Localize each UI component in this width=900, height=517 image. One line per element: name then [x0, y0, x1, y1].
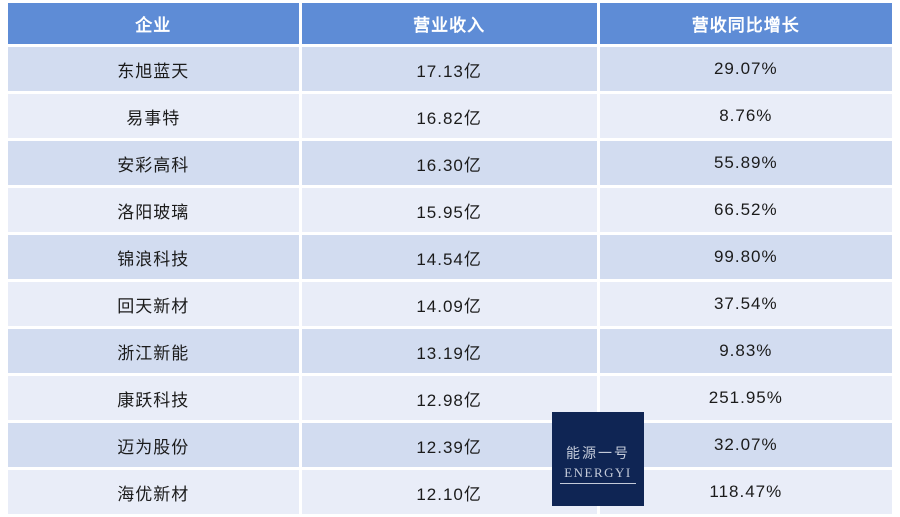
cell-revenue: 12.39亿 — [301, 423, 597, 467]
cell-company: 洛阳玻璃 — [8, 188, 299, 232]
table-row: 康跃科技 12.98亿 251.95% — [8, 376, 892, 420]
cell-company: 回天新材 — [8, 282, 299, 326]
table-row: 迈为股份 12.39亿 32.07% — [8, 423, 892, 467]
watermark-english-label: ENERGYI — [560, 464, 636, 485]
cell-revenue: 14.09亿 — [301, 282, 597, 326]
table-row: 易事特 16.82亿 8.76% — [8, 94, 892, 138]
watermark-chinese-label: 能源一号 — [566, 444, 630, 461]
cell-growth: 32.07% — [599, 423, 892, 467]
table-body: 东旭蓝天 17.13亿 29.07% 易事特 16.82亿 8.76% 安彩高科 16.30亿… — [8, 47, 892, 514]
energy-one-watermark: 能源一号 ENERGYI — [552, 412, 644, 506]
cell-company: 海优新材 — [8, 470, 299, 514]
cell-revenue: 13.19亿 — [301, 329, 597, 373]
cell-growth: 251.95% — [599, 376, 892, 420]
header-company: 企业 — [8, 3, 299, 44]
table-header-row: 企业 营业收入 营收同比增长 — [8, 3, 892, 44]
cell-revenue: 15.95亿 — [301, 188, 597, 232]
cell-company: 迈为股份 — [8, 423, 299, 467]
table-row: 洛阳玻璃 15.95亿 66.52% — [8, 188, 892, 232]
cell-revenue: 16.30亿 — [301, 141, 597, 185]
cell-revenue: 17.13亿 — [301, 47, 597, 91]
cell-company: 锦浪科技 — [8, 235, 299, 279]
cell-growth: 99.80% — [599, 235, 892, 279]
table-row: 锦浪科技 14.54亿 99.80% — [8, 235, 892, 279]
cell-growth: 9.83% — [599, 329, 892, 373]
table-row: 东旭蓝天 17.13亿 29.07% — [8, 47, 892, 91]
cell-company: 易事特 — [8, 94, 299, 138]
cell-growth: 29.07% — [599, 47, 892, 91]
cell-revenue: 14.54亿 — [301, 235, 597, 279]
table-row: 安彩高科 16.30亿 55.89% — [8, 141, 892, 185]
cell-revenue: 12.98亿 — [301, 376, 597, 420]
cell-growth: 55.89% — [599, 141, 892, 185]
table-row: 回天新材 14.09亿 37.54% — [8, 282, 892, 326]
cell-growth: 8.76% — [599, 94, 892, 138]
revenue-table-container: 企业 营业收入 营收同比增长 东旭蓝天 17.13亿 29.07% 易事特 16.82亿… — [5, 0, 895, 514]
header-revenue: 营业收入 — [301, 3, 597, 44]
table-row: 浙江新能 13.19亿 9.83% — [8, 329, 892, 373]
revenue-table: 企业 营业收入 营收同比增长 东旭蓝天 17.13亿 29.07% 易事特 16.82亿… — [5, 0, 895, 517]
cell-growth: 66.52% — [599, 188, 892, 232]
cell-growth: 37.54% — [599, 282, 892, 326]
cell-company: 东旭蓝天 — [8, 47, 299, 91]
cell-revenue: 16.82亿 — [301, 94, 597, 138]
cell-company: 浙江新能 — [8, 329, 299, 373]
cell-company: 安彩高科 — [8, 141, 299, 185]
cell-company: 康跃科技 — [8, 376, 299, 420]
header-growth: 营收同比增长 — [599, 3, 892, 44]
table-row: 海优新材 12.10亿 118.47% — [8, 470, 892, 514]
